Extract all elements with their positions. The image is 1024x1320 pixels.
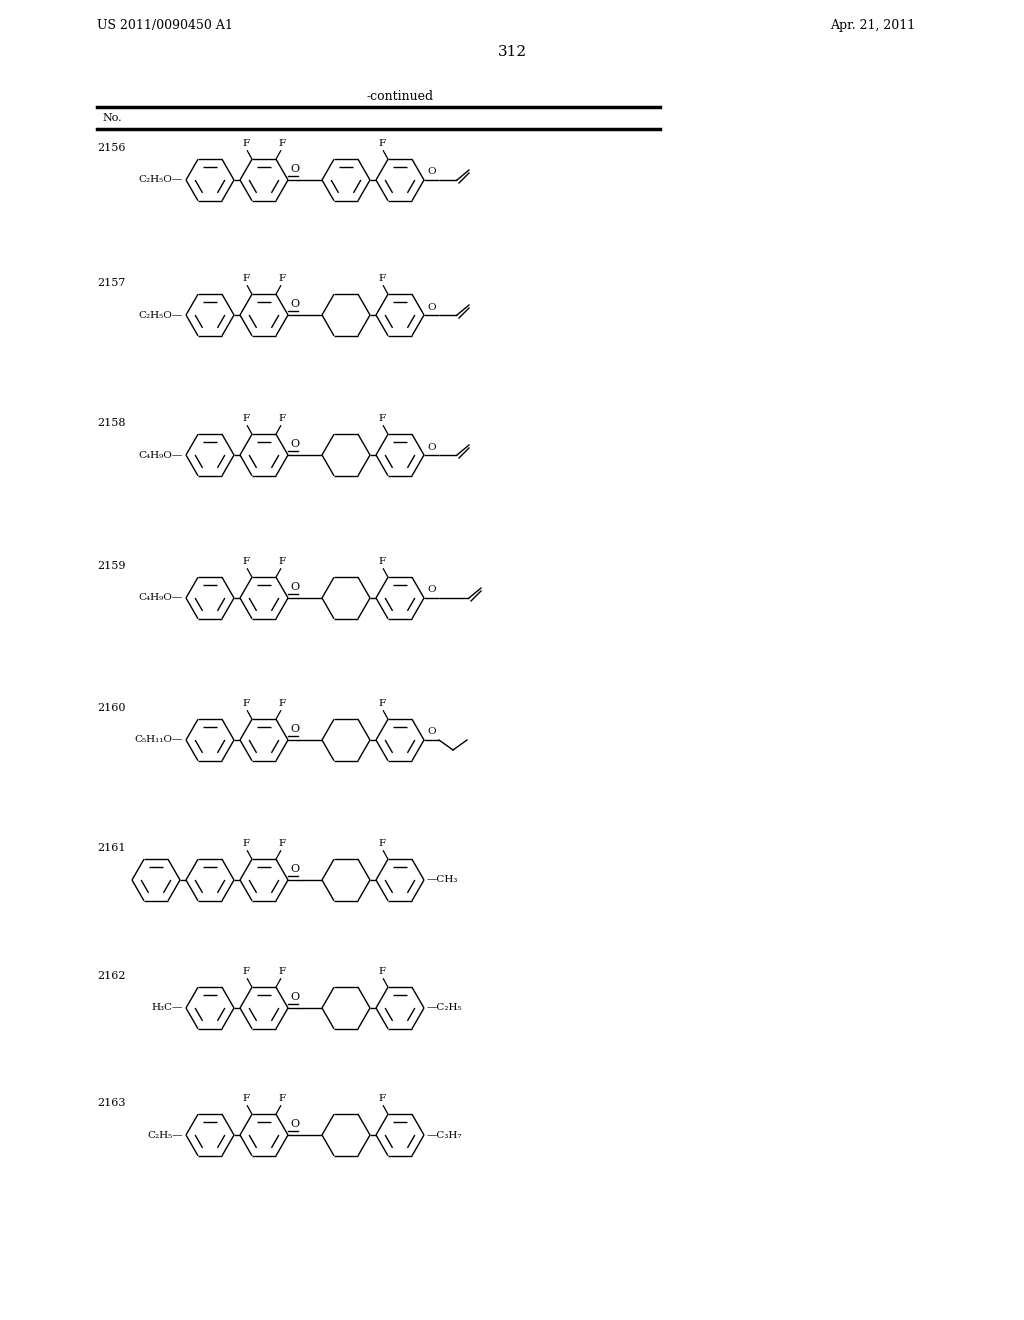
Text: No.: No.: [102, 114, 122, 123]
Text: O: O: [291, 300, 300, 309]
Text: F: F: [243, 966, 250, 975]
Text: F: F: [279, 838, 286, 847]
Text: O: O: [291, 582, 300, 591]
Text: F: F: [279, 139, 286, 148]
Text: F: F: [379, 413, 386, 422]
Text: O: O: [291, 723, 300, 734]
Text: F: F: [243, 1094, 250, 1102]
Text: O: O: [291, 440, 300, 449]
Text: US 2011/0090450 A1: US 2011/0090450 A1: [97, 18, 232, 32]
Text: O: O: [291, 865, 300, 874]
Text: —C₂H₅: —C₂H₅: [427, 1003, 463, 1012]
Text: 2161: 2161: [97, 843, 126, 853]
Text: Apr. 21, 2011: Apr. 21, 2011: [830, 18, 915, 32]
Text: C₅H₁₁O—: C₅H₁₁O—: [134, 735, 183, 744]
Text: O: O: [291, 164, 300, 174]
Text: F: F: [243, 698, 250, 708]
Text: F: F: [279, 273, 286, 282]
Text: F: F: [379, 273, 386, 282]
Text: —C₃H₇: —C₃H₇: [427, 1130, 463, 1139]
Text: F: F: [379, 698, 386, 708]
Text: F: F: [379, 1094, 386, 1102]
Text: O: O: [427, 168, 436, 177]
Text: F: F: [243, 273, 250, 282]
Text: C₄H₉O—: C₄H₉O—: [138, 450, 183, 459]
Text: 312: 312: [498, 45, 526, 59]
Text: F: F: [243, 838, 250, 847]
Text: 2163: 2163: [97, 1098, 126, 1107]
Text: 2157: 2157: [97, 279, 125, 288]
Text: O: O: [427, 442, 436, 451]
Text: 2159: 2159: [97, 561, 126, 572]
Text: F: F: [379, 139, 386, 148]
Text: -continued: -continued: [367, 90, 433, 103]
Text: F: F: [379, 838, 386, 847]
Text: F: F: [279, 698, 286, 708]
Text: F: F: [279, 1094, 286, 1102]
Text: 2162: 2162: [97, 972, 126, 981]
Text: O: O: [291, 993, 300, 1002]
Text: F: F: [379, 557, 386, 566]
Text: C₂H₅O—: C₂H₅O—: [138, 176, 183, 185]
Text: C₄H₉O—: C₄H₉O—: [138, 594, 183, 602]
Text: O: O: [427, 586, 436, 594]
Text: C₂H₅O—: C₂H₅O—: [138, 310, 183, 319]
Text: O: O: [427, 727, 436, 737]
Text: F: F: [279, 557, 286, 566]
Text: O: O: [427, 302, 436, 312]
Text: —CH₃: —CH₃: [427, 875, 459, 884]
Text: C₂H₅—: C₂H₅—: [147, 1130, 183, 1139]
Text: F: F: [279, 966, 286, 975]
Text: F: F: [279, 413, 286, 422]
Text: F: F: [243, 139, 250, 148]
Text: H₃C—: H₃C—: [152, 1003, 183, 1012]
Text: F: F: [379, 966, 386, 975]
Text: F: F: [243, 413, 250, 422]
Text: 2160: 2160: [97, 704, 126, 713]
Text: 2156: 2156: [97, 143, 126, 153]
Text: 2158: 2158: [97, 418, 126, 428]
Text: O: O: [291, 1119, 300, 1129]
Text: F: F: [243, 557, 250, 566]
